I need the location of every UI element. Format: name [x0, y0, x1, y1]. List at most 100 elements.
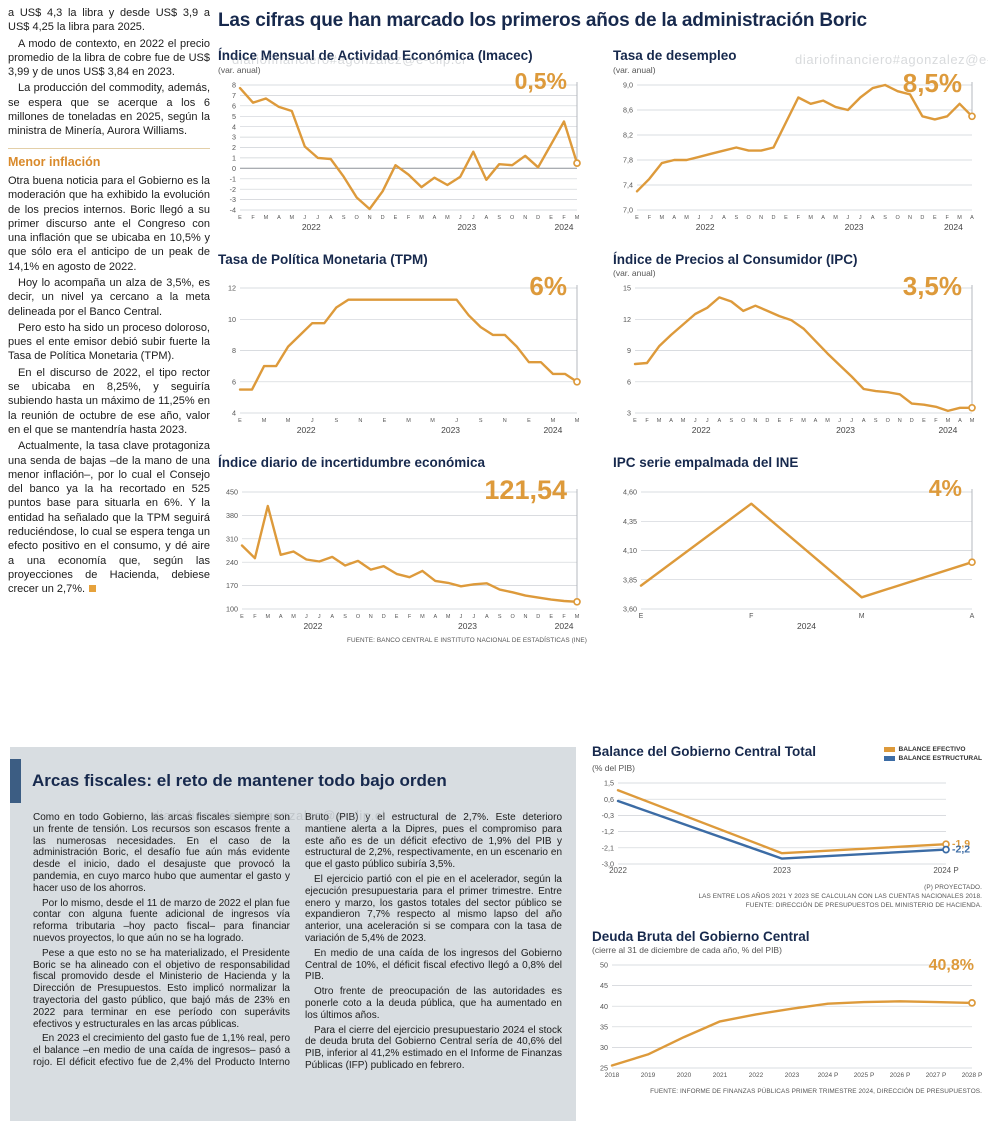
- chart-subtitle: (var. anual): [218, 64, 261, 75]
- svg-text:M: M: [970, 418, 975, 424]
- svg-text:F: F: [253, 614, 257, 620]
- svg-text:0,6: 0,6: [604, 795, 614, 804]
- svg-text:7,8: 7,8: [623, 155, 633, 164]
- chart-header: Índice Mensual de Actividad Económica (I…: [218, 48, 587, 64]
- svg-text:A: A: [279, 614, 283, 620]
- svg-text:J: J: [859, 215, 862, 221]
- svg-text:E: E: [933, 215, 937, 221]
- legend-item: BALANCE ESTRUCTURAL: [884, 755, 982, 762]
- paragraph: Por lo mismo, desde el 11 de marzo de 20…: [33, 897, 290, 944]
- svg-text:M: M: [266, 614, 271, 620]
- article-end-mark-icon: [89, 585, 97, 593]
- svg-text:M: M: [264, 215, 269, 221]
- svg-text:M: M: [420, 614, 425, 620]
- svg-text:2: 2: [232, 143, 236, 152]
- svg-text:7,4: 7,4: [623, 180, 633, 189]
- chart-title: IPC serie empalmada del INE: [613, 455, 799, 471]
- svg-text:J: J: [459, 215, 462, 221]
- svg-text:-2,2: -2,2: [952, 844, 970, 856]
- svg-text:N: N: [358, 418, 362, 424]
- svg-text:N: N: [898, 418, 902, 424]
- svg-text:E: E: [549, 215, 553, 221]
- svg-text:-2,1: -2,1: [602, 843, 614, 852]
- svg-text:S: S: [479, 418, 483, 424]
- svg-text:8: 8: [232, 80, 236, 89]
- paragraph: a US$ 4,3 la libra y desde US$ 3,9 a US$…: [8, 7, 210, 34]
- svg-text:A: A: [433, 614, 437, 620]
- svg-text:40: 40: [600, 1002, 608, 1011]
- svg-text:M: M: [290, 215, 295, 221]
- svg-text:N: N: [908, 215, 912, 221]
- chart-plot: 8,5% 9,0 8,6 8,2 7,8 7,4 7,0 E F M A M J J A S O N D E F M A M…: [613, 70, 982, 236]
- chart-plot: 4% 4,60 4,35 4,10 3,85 3,60 E F M A 2024: [613, 476, 982, 635]
- svg-text:450: 450: [226, 487, 238, 496]
- svg-text:M: M: [430, 418, 435, 424]
- svg-text:N: N: [523, 215, 527, 221]
- svg-text:9,0: 9,0: [623, 80, 633, 89]
- svg-text:50: 50: [600, 961, 608, 970]
- svg-text:M: M: [419, 215, 424, 221]
- svg-text:2024: 2024: [938, 425, 957, 435]
- fiscal-title-row: Arcas fiscales: el reto de mantener todo…: [10, 759, 562, 803]
- svg-text:O: O: [510, 215, 515, 221]
- svg-text:2023: 2023: [836, 425, 855, 435]
- svg-text:E: E: [639, 613, 644, 620]
- svg-text:F: F: [946, 215, 950, 221]
- svg-text:M: M: [575, 418, 580, 424]
- svg-text:-1,2: -1,2: [602, 827, 614, 836]
- chart-subtitle: (cierre al 31 de diciembre de cada año, …: [592, 945, 782, 956]
- svg-text:2023: 2023: [457, 222, 476, 232]
- chart-highlight-value: 3,5%: [902, 271, 962, 302]
- svg-text:E: E: [635, 215, 639, 221]
- svg-text:E: E: [238, 418, 242, 424]
- svg-text:A: A: [672, 215, 676, 221]
- svg-text:25: 25: [600, 1064, 608, 1073]
- svg-text:2023: 2023: [458, 621, 477, 631]
- chart-highlight-value: 40,8%: [928, 957, 974, 975]
- page-title: Las cifras que han marcado los primeros …: [218, 10, 867, 31]
- svg-text:A: A: [958, 418, 962, 424]
- svg-text:M: M: [445, 215, 450, 221]
- chart-note: FUENTE: BANCO CENTRAL E INSTITUTO NACION…: [346, 636, 587, 644]
- svg-text:A: A: [871, 215, 875, 221]
- svg-text:2024: 2024: [944, 222, 963, 232]
- svg-text:D: D: [536, 614, 540, 620]
- svg-text:A: A: [722, 215, 726, 221]
- chart-deuda: Deuda Bruta del Gobierno Central (cierre…: [592, 929, 982, 1097]
- svg-text:D: D: [765, 418, 769, 424]
- svg-text:M: M: [446, 614, 451, 620]
- svg-text:3,85: 3,85: [623, 575, 637, 584]
- svg-text:N: N: [759, 215, 763, 221]
- paragraph: En el discurso de 2022, el tipo rector s…: [8, 366, 210, 436]
- svg-text:M: M: [286, 418, 291, 424]
- chart-subtitle: (% del PIB): [592, 763, 635, 773]
- svg-text:2024: 2024: [797, 621, 816, 631]
- chart-notes: FUENTE: INFORME DE FINANZAS PÚBLICAS PRI…: [592, 1088, 982, 1097]
- svg-text:F: F: [407, 215, 411, 221]
- svg-text:100: 100: [226, 604, 238, 613]
- chart-title: Tasa de Política Monetaria (TPM): [218, 251, 428, 267]
- svg-text:M: M: [291, 614, 296, 620]
- svg-text:A: A: [862, 418, 866, 424]
- paragraph: Hoy lo acompaña un alza de 3,5%, es deci…: [8, 277, 210, 318]
- chart-plot: 1,5 0,6 -0,3 -1,2 -2,1 -3,0 -1,9 -2,2 2022 2023 20…: [592, 776, 982, 882]
- chart-desempleo: Tasa de desempleo (var. anual) 8,5% 9,0 8…: [613, 48, 982, 236]
- chart-note: FUENTE: DIRECCIÓN DE PRESUPUESTOS DEL MI…: [745, 901, 982, 909]
- chart-title: Índice Mensual de Actividad Económica (I…: [218, 48, 533, 63]
- chart-plot: 40,8% 50 45 40 35 30 25 2018 2019 2020 2021 2022 20…: [592, 958, 982, 1086]
- svg-text:M: M: [825, 418, 830, 424]
- svg-text:J: J: [698, 215, 701, 221]
- chart-highlight-value: 8,5%: [902, 67, 962, 98]
- svg-text:-4: -4: [230, 205, 236, 214]
- svg-text:9: 9: [627, 346, 631, 355]
- svg-text:10: 10: [228, 315, 236, 324]
- svg-text:1: 1: [232, 153, 236, 162]
- chart-highlight-value: 4%: [928, 474, 962, 501]
- main-charts-grid: Índice Mensual de Actividad Económica (I…: [218, 48, 982, 646]
- svg-text:2019: 2019: [641, 1072, 656, 1079]
- svg-text:E: E: [383, 418, 387, 424]
